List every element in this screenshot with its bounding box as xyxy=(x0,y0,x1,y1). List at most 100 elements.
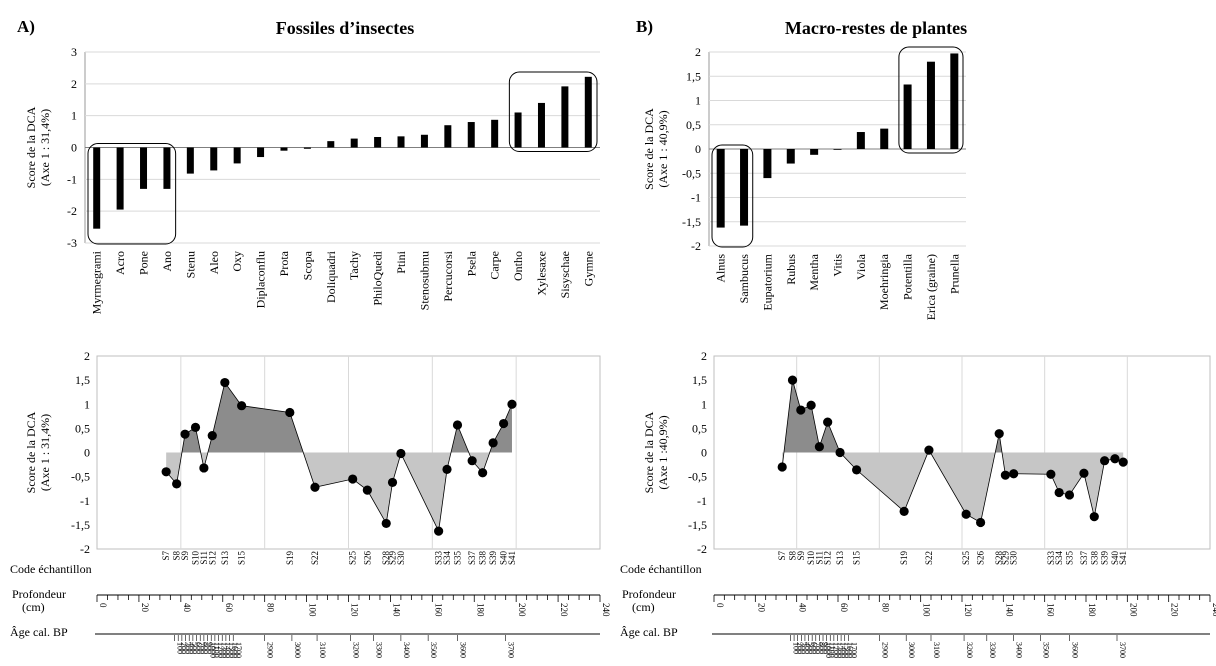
bar xyxy=(856,132,865,149)
sample-code-label: S11 xyxy=(199,551,209,565)
bar xyxy=(163,147,171,189)
age-tick-label: 1000 xyxy=(824,642,833,658)
bar xyxy=(444,125,452,148)
y-tick-label: 0 xyxy=(695,142,701,156)
data-point xyxy=(488,438,498,448)
data-point xyxy=(961,509,971,519)
group-box xyxy=(711,144,754,248)
depth-tick-label: 180 xyxy=(475,603,485,617)
age-tick-label: 700 xyxy=(813,642,822,654)
sample-code-label: S9 xyxy=(796,551,806,561)
category-label: Xylesaxe xyxy=(534,251,548,296)
age-tick-label: 100 xyxy=(791,642,800,654)
y-axis-label: Score de la DCA(Axe 1 :40,9%) xyxy=(642,411,670,493)
age-tick-label: 3600 xyxy=(1070,642,1079,658)
y-tick-label: 1,5 xyxy=(75,373,90,387)
age-row-label: Âge cal. BP xyxy=(10,625,68,639)
bar xyxy=(186,147,194,174)
bar xyxy=(257,147,265,158)
age-tick-label: 600 xyxy=(194,642,203,654)
panel-title: Macro-restes de plantes xyxy=(785,18,967,38)
data-point xyxy=(1009,469,1019,479)
sample-code-label: S19 xyxy=(899,551,909,566)
category-label: Sisyschae xyxy=(558,251,572,298)
bar xyxy=(514,112,522,148)
age-tick-label: 3100 xyxy=(318,642,327,658)
age-tick-label: 3100 xyxy=(932,642,941,658)
sample-code-label: S30 xyxy=(1009,551,1019,566)
group-box xyxy=(87,143,177,245)
panel-letter: A) xyxy=(17,17,35,36)
y-tick-label: -1,5 xyxy=(688,518,707,532)
y-tick-label: -3 xyxy=(67,236,77,250)
category-label: Myrmegrami xyxy=(90,250,104,314)
age-tick-label: 500 xyxy=(190,642,199,654)
category-label: Moehringia xyxy=(877,253,891,310)
bar xyxy=(210,147,218,171)
depth-tick-label: 240 xyxy=(601,603,611,617)
bar xyxy=(397,136,405,148)
age-tick-label: 3500 xyxy=(429,642,438,658)
sample-code-label: S10 xyxy=(191,551,201,566)
age-tick-label: 900 xyxy=(205,642,214,654)
depth-row-label-unit: (cm) xyxy=(22,600,45,614)
age-tick-label: 500 xyxy=(806,642,815,654)
y-axis-label: Score de la DCA(Axe 1 : 40,9%) xyxy=(642,108,670,190)
positive-area xyxy=(782,380,1124,453)
age-tick-label: 3700 xyxy=(507,642,516,658)
sample-code-label: S10 xyxy=(806,551,816,566)
sample-code-label: S33 xyxy=(434,551,444,566)
depth-tick-label: 0 xyxy=(98,603,108,608)
age-tick-label: 3200 xyxy=(965,642,974,658)
bar xyxy=(233,147,241,164)
category-label: Erica (graine) xyxy=(924,254,938,320)
depth-tick-label: 80 xyxy=(880,603,890,613)
age-tick-label: 1400 xyxy=(838,642,847,658)
sample-code-label: S15 xyxy=(852,551,862,566)
depth-tick-label: 220 xyxy=(1170,603,1180,617)
sample-code-label: S35 xyxy=(452,551,462,566)
data-point xyxy=(1118,457,1128,467)
data-point xyxy=(452,420,463,430)
data-point xyxy=(310,482,320,492)
y-tick-label: 1 xyxy=(71,109,77,123)
depth-tick-label: 100 xyxy=(308,603,318,617)
depth-tick-label: 240 xyxy=(1211,603,1216,617)
bar xyxy=(420,134,428,148)
sample-code-label: S13 xyxy=(835,551,845,566)
age-tick-label: 3600 xyxy=(458,642,467,658)
bar xyxy=(833,149,842,150)
category-label: Scopa xyxy=(300,250,314,280)
bar xyxy=(374,136,382,148)
y-tick-label: 2 xyxy=(84,349,90,363)
sample-code-label: S38 xyxy=(1089,551,1099,566)
age-tick-label: 3000 xyxy=(293,642,302,658)
y-tick-label: -1,5 xyxy=(71,518,90,532)
sample-code-label: S22 xyxy=(924,551,934,565)
category-label: Rubus xyxy=(784,254,798,285)
age-tick-label: 1600 xyxy=(231,642,240,658)
category-label: Percucorsi xyxy=(441,250,455,301)
sample-code-label: S7 xyxy=(161,551,171,561)
y-tick-label: 0,5 xyxy=(692,421,707,435)
age-tick-label: 400 xyxy=(802,642,811,654)
depth-tick-label: 80 xyxy=(266,603,276,613)
bar xyxy=(903,84,912,149)
depth-tick-label: 40 xyxy=(182,603,192,613)
depth-tick-label: 120 xyxy=(963,603,973,617)
age-tick-label: 3700 xyxy=(1118,642,1127,658)
sample-code-label: S12 xyxy=(207,551,217,565)
age-tick-label: 800 xyxy=(817,642,826,654)
depth-row-label-unit: (cm) xyxy=(632,600,655,614)
sample-code-label: S39 xyxy=(1100,551,1110,566)
bar xyxy=(740,149,749,226)
data-point xyxy=(1046,469,1056,479)
y-tick-label: 2 xyxy=(701,349,707,363)
bar xyxy=(140,147,148,189)
y-tick-label: 1,5 xyxy=(692,373,707,387)
depth-tick-label: 200 xyxy=(1128,603,1138,617)
age-tick-label: 2900 xyxy=(266,642,275,658)
data-point xyxy=(199,463,209,473)
age-tick-label: 300 xyxy=(183,642,192,654)
category-label: Prota xyxy=(277,250,291,276)
